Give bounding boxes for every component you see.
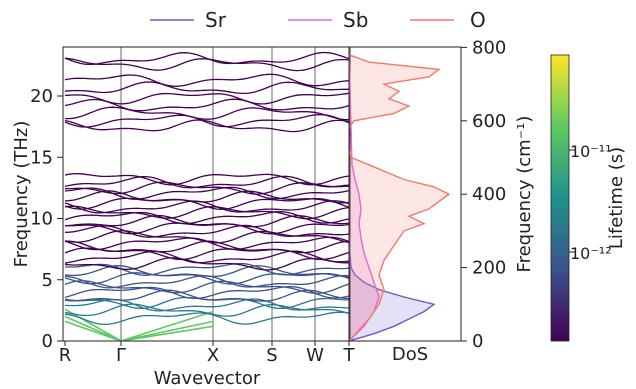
band-xtick-label-3: S: [266, 345, 277, 366]
dos-curves: [349, 47, 451, 341]
dos-panel: 0 200 400 600 800 DoS Frequency (cm⁻¹): [348, 37, 535, 365]
dos-ytick-label-1: 200: [472, 258, 506, 279]
band-ytick-label-4: 20: [30, 86, 53, 107]
optical-band-29: [64, 119, 350, 133]
dos-ylabel: Frequency (cm⁻¹): [514, 116, 535, 273]
dos-line-o: [349, 47, 451, 341]
optical-band-11: [64, 257, 349, 271]
band-lines: [64, 51, 350, 341]
band-xtick-label-2: X: [207, 345, 219, 366]
optical-band-23: [64, 197, 350, 210]
optical-band-19: [64, 214, 350, 228]
dos-ytick-label-3: 600: [472, 111, 506, 132]
legend-label-sb: Sb: [343, 8, 368, 32]
dos-area-o: [349, 47, 449, 341]
optical-band-5: [64, 285, 350, 300]
optical-band-17: [64, 224, 350, 238]
band-ylabel: Frequency (THz): [11, 121, 32, 268]
band-ytick-label-0: 0: [42, 331, 53, 352]
dos-yticks: 0 200 400 600 800: [461, 37, 506, 352]
band-xtick-label-0: R: [59, 345, 72, 366]
legend-label-sr: Sr: [205, 8, 227, 32]
optical-band-33: [64, 92, 350, 105]
colorbar-gradient: [550, 54, 570, 342]
dos-ytick-label-4: 800: [472, 37, 506, 58]
optical-band-28: [64, 172, 350, 186]
optical-band-10: [64, 262, 350, 276]
optical-band-34: [64, 81, 349, 95]
optical-band-8: [64, 272, 350, 285]
band-gridlines: [120, 47, 316, 341]
optical-band-31: [65, 106, 350, 121]
colorbar: 10⁻¹¹ 10⁻¹² Lifetime (s): [550, 54, 627, 342]
band-xtick-label-1: Γ: [116, 345, 126, 366]
dos-ytick-label-2: 400: [472, 184, 506, 205]
dos-xlabel: DoS: [392, 344, 428, 365]
band-xtick-label-5: T: [343, 345, 356, 366]
optical-band-20: [64, 211, 350, 225]
optical-band-35: [64, 73, 350, 87]
optical-band-24: [64, 190, 350, 204]
optical-band-36: [64, 57, 350, 72]
dos-ytick-label-0: 0: [472, 331, 483, 352]
optical-band-22: [64, 200, 350, 214]
acoustic-branch-2: [64, 320, 214, 341]
band-yticks: 0 5 10 15 20: [30, 86, 63, 352]
band-frame: [62, 46, 351, 342]
band-xtick-label-4: W: [306, 345, 324, 366]
band-ytick-label-1: 5: [42, 270, 53, 291]
optical-band-14: [64, 240, 350, 254]
band-xlabel: Wavevector: [154, 368, 261, 389]
legend-label-o: O: [470, 8, 486, 32]
band-ytick-label-3: 15: [30, 147, 53, 168]
optical-band-6: [64, 280, 350, 294]
optical-band-27: [64, 175, 350, 189]
dos-area-sr: [349, 47, 434, 341]
dos-line-sr: [349, 47, 436, 341]
acoustic-branch-1: [64, 315, 214, 341]
optical-band-37: [64, 51, 350, 66]
optical-band-15: [64, 236, 350, 251]
optical-band-12: [64, 250, 350, 264]
colorbar-label: Lifetime (s): [606, 147, 627, 249]
dos-area-sb: [349, 47, 379, 341]
colorbar-tick-label-1: 10⁻¹¹: [570, 142, 612, 161]
optical-band-30: [64, 113, 350, 128]
dos-line-sb: [349, 47, 380, 341]
band-ytick-label-2: 10: [30, 209, 53, 230]
optical-band-16: [64, 230, 350, 244]
legend: Sr Sb O: [150, 8, 486, 32]
colorbar-tick-label-2: 10⁻¹²: [570, 244, 612, 263]
optical-band-25: [64, 186, 350, 200]
